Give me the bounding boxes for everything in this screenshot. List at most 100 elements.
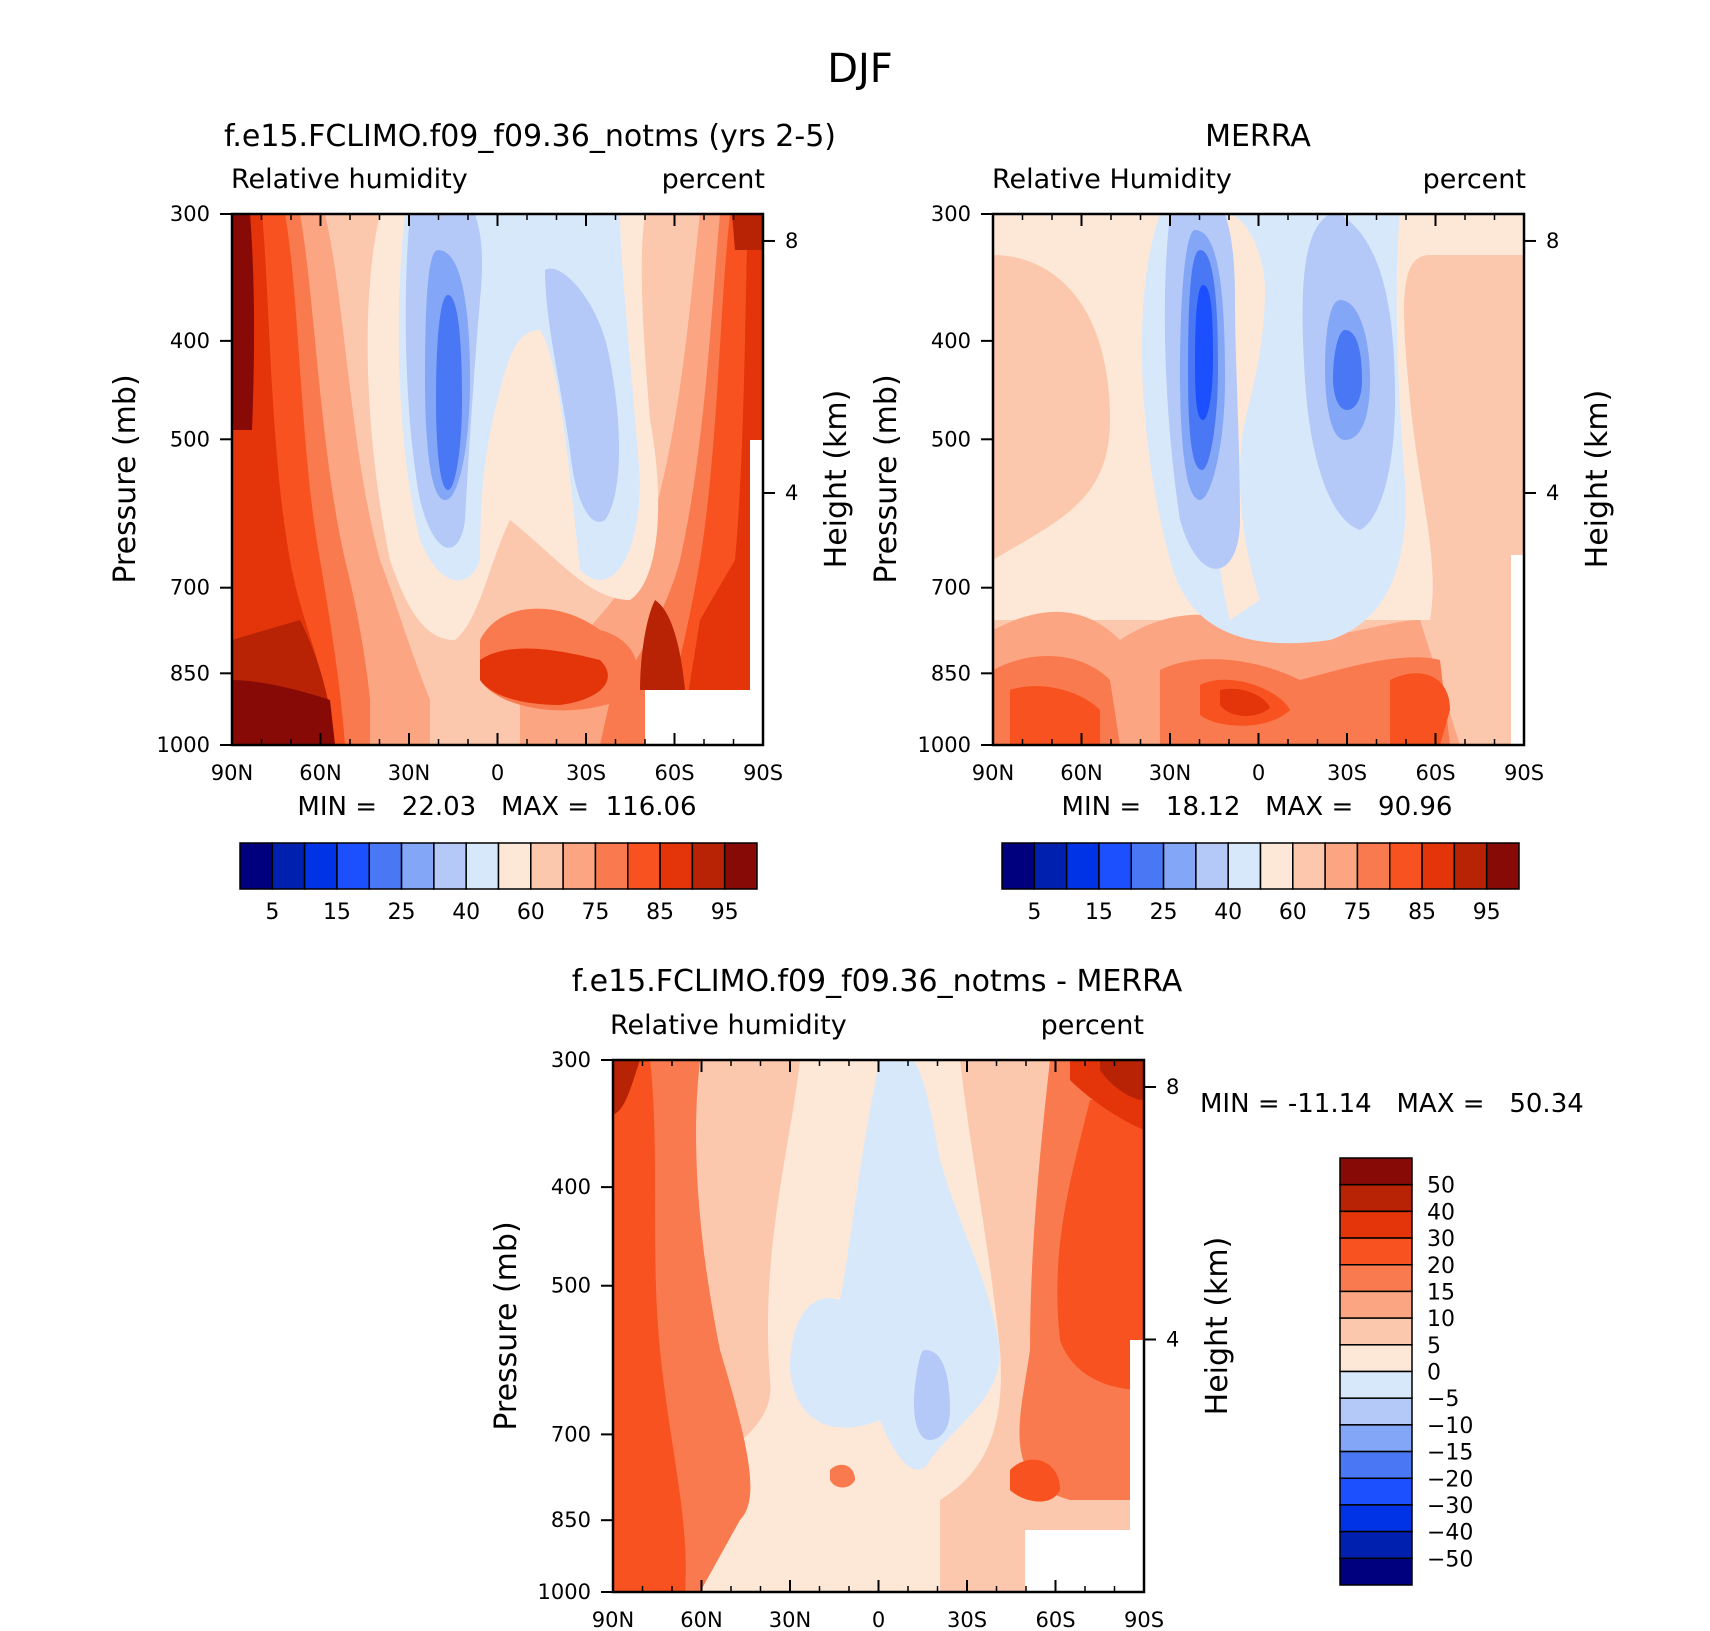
panel-subtitle-left: Relative humidity [610,1010,847,1041]
colorbar-swatch [1356,842,1391,890]
missing-data-mask [645,690,763,745]
y-axis-right-label: Height (km) [1580,390,1615,569]
x-tick-label: 90S [1504,761,1544,785]
contour-fill [732,214,763,250]
x-tick-label: 90N [592,1608,634,1631]
panel-merra: MERRA Relative Humidity percent 90N 60N 3 [869,119,1615,925]
contour-fill [545,268,620,522]
colorbar-label: 30 [1427,1227,1455,1252]
colorbar-swatch [1389,842,1423,890]
y-tick-label: 1000 [918,733,971,757]
min-max-stats: MIN = -11.14 MAX = 50.34 [1200,1089,1584,1119]
contour-field [993,214,1524,745]
contour-fill [613,1060,640,1115]
x-tick-label: 30S [947,1608,987,1631]
y-tick-label: 500 [931,427,971,451]
x-tick-label: 60N [680,1608,722,1631]
panel-subtitle-left: Relative Humidity [992,164,1232,195]
colorbar-label: 40 [452,900,480,925]
panel-title: f.e15.FCLIMO.f09_f09.36_notms - MERRA [572,964,1183,999]
colorbar-label: −5 [1427,1387,1459,1412]
colorbar-swatch [1339,1557,1413,1586]
y-axis-right-label: Height (km) [819,390,854,569]
y-axis-label: Pressure (mb) [108,374,143,583]
x-tick-label: 60S [1415,761,1455,785]
x-tick-label: 30S [1327,761,1367,785]
colorbar-swatch [1339,1504,1413,1533]
colorbar-label: 0 [1427,1361,1441,1386]
contour-field [613,1060,1144,1592]
colorbar-label: 40 [1214,900,1242,925]
contour-fill [232,214,335,745]
y-tick-label: 700 [170,576,210,600]
y-tick-label: 300 [931,202,971,226]
colorbar-label: 10 [1427,1307,1455,1332]
colorbar-swatch [368,842,403,890]
colorbar-label: 5 [1427,1334,1441,1359]
colorbar-swatch [1339,1210,1413,1239]
colorbar-swatch [400,842,435,890]
contour-fill [680,214,763,745]
min-max-stats: MIN = 22.03 MAX = 116.06 [297,792,696,822]
panel-difference: f.e15.FCLIMO.f09_f09.36_notms - MERRA Re… [489,964,1584,1631]
colorbar-swatch [433,842,467,890]
colorbar-label: 60 [517,900,545,925]
colorbar-swatch [1195,842,1229,890]
colorbar-label: −40 [1427,1521,1473,1546]
contour-fill [232,214,255,430]
colorbar-swatch [1339,1157,1413,1186]
y-tick-label: 700 [931,576,971,600]
colorbar-swatch [1339,1237,1413,1266]
colorbar-label: 15 [1085,900,1113,925]
y-tick-label: 850 [551,1508,591,1532]
colorbar-label: −30 [1427,1494,1473,1519]
colorbar-swatch [1339,1290,1413,1319]
colorbar-label: 75 [1343,900,1371,925]
colorbar-swatch [1130,842,1165,890]
colorbar-swatch [1339,1264,1413,1293]
colorbar-swatch [336,842,370,890]
colorbar-label: −10 [1427,1414,1473,1439]
colorbar-label: −15 [1427,1441,1473,1466]
contour-fill [436,295,462,490]
contour-field [232,214,763,745]
colorbar-label: 25 [1150,900,1178,925]
axes: 90N 60N 30N 0 30S 60S 90S 300 400 500 700 850 1000 8 4 [918,202,1560,785]
contour-fill [1220,688,1270,716]
colorbar-swatch [465,842,500,890]
colorbar-swatch [1339,1317,1413,1346]
colorbar-swatch [691,842,726,890]
y-right-tick-label: 8 [1166,1075,1179,1099]
colorbar-label: 60 [1279,900,1307,925]
y-tick-label: 400 [931,329,971,353]
contour-fill [1057,1100,1144,1390]
colorbar-swatch [1339,1477,1413,1506]
colorbar-label: 95 [1473,900,1501,925]
x-tick-label: 0 [491,761,504,785]
colorbar-swatch [1339,1424,1413,1453]
colorbar-swatch [1339,1370,1413,1399]
missing-data-mask [750,440,763,690]
colorbar-swatch [1339,1183,1413,1213]
colorbar-swatch [1339,1344,1413,1373]
contour-fill [1333,330,1362,410]
colorbar-label: 25 [388,900,416,925]
y-tick-label: 500 [551,1274,591,1298]
colorbar-swatch [1292,842,1326,890]
min-max-stats: MIN = 18.12 MAX = 90.96 [1062,792,1453,822]
x-tick-label: 30N [1149,761,1191,785]
panel-subtitle-right: percent [662,164,765,195]
x-tick-label: 60N [1060,761,1102,785]
y-tick-label: 500 [170,427,210,451]
panel-subtitle-right: percent [1041,1010,1144,1041]
axes: 90N 60N 30N 0 30S 60S 90S 300 400 500 700 850 1000 8 4 [538,1048,1180,1631]
x-tick-label: 30S [566,761,606,785]
colorbar-label: 50 [1427,1174,1455,1199]
colorbar-swatch [1162,842,1197,890]
colorbar-swatch [1339,1397,1413,1426]
x-tick-label: 30N [769,1608,811,1631]
colorbar-swatch [723,842,758,890]
contour-fill [640,600,685,690]
axes: 90N 60N 30N 0 30S 60S 90S 300 400 500 700 850 1000 8 4 [157,202,799,785]
